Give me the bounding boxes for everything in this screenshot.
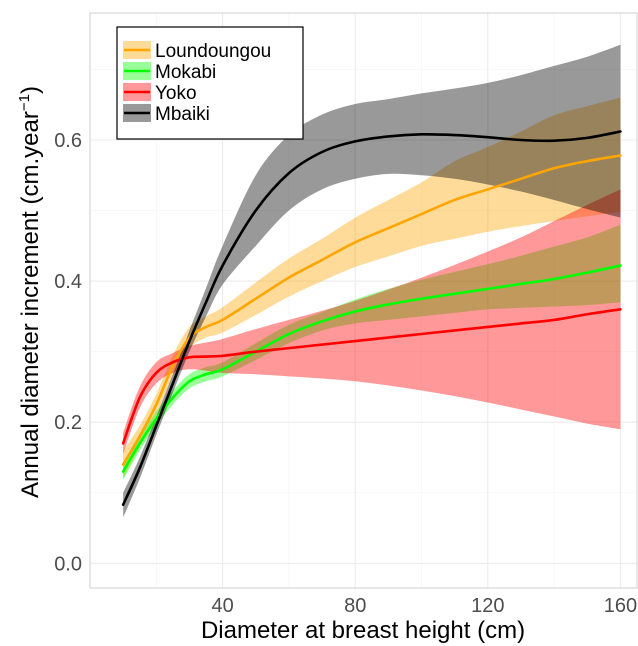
legend-label-yoko: Yoko: [155, 83, 197, 104]
band-yoko: [123, 189, 621, 454]
x-tick-label: 80: [344, 595, 366, 617]
x-tick-labels: 40 80 120 160: [211, 595, 637, 617]
x-tick-label: 120: [471, 595, 504, 617]
line-loundoungou: [121, 154, 622, 466]
legend-label-mokabi: Mokabi: [155, 62, 216, 83]
x-tick-label: 40: [211, 595, 233, 617]
band-mbaiki: [123, 44, 621, 518]
y-axis-title: Annual diameter increment (cm.year−1): [16, 86, 44, 498]
x-axis-title: Diameter at breast height (cm): [201, 617, 525, 644]
y-axis-title-main: Annual diameter increment (cm.year: [17, 111, 44, 498]
line-mokabi: [121, 264, 622, 473]
legend-label-loundoungou: Loundoungou: [155, 41, 271, 62]
band-loundoungou: [123, 97, 621, 479]
legend-box: [116, 26, 304, 140]
panel-border: [89, 12, 638, 589]
line-yoko: [121, 308, 622, 445]
y-tick-labels: 0.0 0.2 0.4 0.6: [54, 130, 82, 575]
y-tick-label: 0.6: [54, 130, 82, 152]
line-mbaiki: [121, 130, 622, 507]
series-lines: [121, 130, 622, 507]
y-tick-label: 0.2: [54, 412, 82, 434]
y-axis-title-superscript: −1: [16, 94, 33, 111]
y-tick-label: 0.0: [54, 553, 82, 575]
y-tick-label: 0.4: [54, 271, 82, 293]
x-tick-label: 160: [604, 595, 637, 617]
y-axis-title-close: ): [17, 86, 44, 94]
legend-label-mbaiki: Mbaiki: [155, 104, 210, 125]
